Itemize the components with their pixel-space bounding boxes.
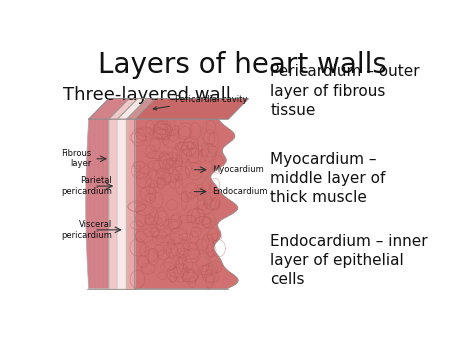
- Polygon shape: [127, 119, 135, 289]
- Text: Parietal
pericardium: Parietal pericardium: [61, 176, 112, 196]
- Text: Myocardium: Myocardium: [212, 165, 264, 174]
- Polygon shape: [135, 119, 238, 289]
- Text: Pericardium – outer
layer of fibrous
tissue: Pericardium – outer layer of fibrous tis…: [271, 65, 420, 118]
- Polygon shape: [109, 99, 137, 119]
- Text: Visceral
pericardium: Visceral pericardium: [61, 220, 112, 240]
- Text: Endocardium: Endocardium: [212, 187, 267, 196]
- Polygon shape: [117, 99, 146, 119]
- Polygon shape: [89, 99, 129, 119]
- Polygon shape: [86, 119, 109, 289]
- Polygon shape: [135, 99, 248, 119]
- Polygon shape: [127, 99, 155, 119]
- Text: Three-layered wall: Three-layered wall: [63, 86, 231, 104]
- Text: Endocardium – inner
layer of epithelial
cells: Endocardium – inner layer of epithelial …: [271, 234, 428, 287]
- Polygon shape: [109, 119, 117, 289]
- Text: Myocardium –
middle layer of
thick muscle: Myocardium – middle layer of thick muscl…: [271, 152, 386, 205]
- Text: Layers of heart walls: Layers of heart walls: [99, 51, 387, 79]
- Polygon shape: [117, 119, 127, 289]
- Text: Pericardial cavity: Pericardial cavity: [153, 95, 247, 110]
- Text: Fibrous
layer: Fibrous layer: [61, 149, 91, 169]
